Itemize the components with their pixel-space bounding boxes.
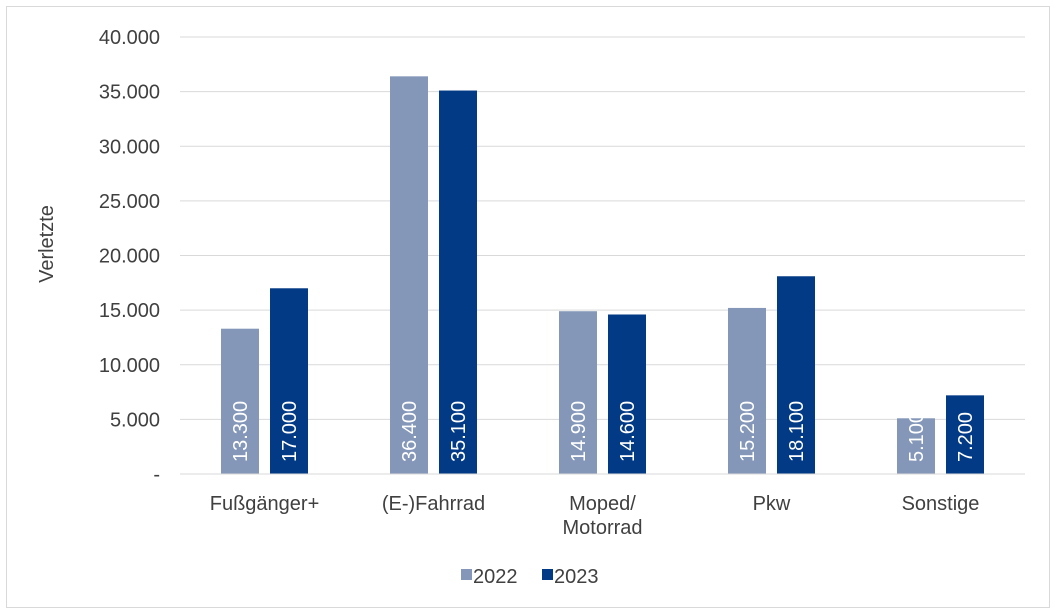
- bar-2022: [390, 76, 428, 474]
- y-tick-label: 35.000: [99, 82, 160, 104]
- x-axis: Fußgänger+ (E-)Fahrrad Moped/Motorrad Pkw So…: [180, 473, 1025, 539]
- x-tick-label: Sonstige: [902, 493, 980, 515]
- x-tick-label: Moped/: [569, 493, 636, 515]
- x-tick-label: Fußgänger+: [210, 493, 320, 515]
- bar-chart: - 5.000 10.000 15.000 20.000 25.000 30.000 35.0…: [36, 27, 1025, 588]
- legend-label: 2023: [554, 566, 599, 588]
- legend: 2022 2023: [461, 566, 599, 588]
- data-label: 7.200: [955, 412, 977, 462]
- bar-2022: [221, 328, 259, 474]
- bar-2022: [559, 311, 597, 474]
- y-tick-label: -: [153, 464, 160, 486]
- data-label: 35.100: [448, 401, 470, 462]
- x-tick-label: (E-)Fahrrad: [382, 493, 485, 515]
- data-label: 15.200: [737, 401, 759, 462]
- y-axis: - 5.000 10.000 15.000 20.000 25.000 30.000 35.0…: [99, 27, 160, 486]
- y-tick-label: 15.000: [99, 300, 160, 322]
- data-label: 18.100: [786, 401, 808, 462]
- data-label: 5.100: [906, 412, 928, 462]
- legend-swatch: [542, 569, 553, 580]
- x-tick-label: Pkw: [753, 493, 791, 515]
- legend-label: 2022: [473, 566, 518, 588]
- x-tick-label: Motorrad: [562, 517, 642, 539]
- bar-2023: [608, 314, 646, 474]
- bar-2023: [270, 288, 308, 474]
- data-label: 14.900: [568, 401, 590, 462]
- bar-2022: [728, 307, 766, 474]
- bar-2023: [439, 90, 477, 474]
- y-tick-label: 30.000: [99, 136, 160, 158]
- data-label: 14.600: [617, 401, 639, 462]
- legend-swatch: [461, 569, 472, 580]
- y-axis-label: Verletzte: [36, 205, 58, 283]
- bar-2022: [897, 418, 935, 474]
- y-tick-label: 25.000: [99, 191, 160, 213]
- y-tick-label: 40.000: [99, 27, 160, 49]
- y-tick-label: 5.000: [110, 409, 160, 431]
- bar-2023: [777, 276, 815, 474]
- data-label: 13.300: [230, 401, 252, 462]
- bar-2023: [946, 395, 984, 474]
- bars: 13.300 17.000 36.400 35.100 14.900 14.600 15.2…: [221, 76, 984, 474]
- data-label: 17.000: [279, 401, 301, 462]
- data-label: 36.400: [399, 401, 421, 462]
- y-tick-label: 20.000: [99, 246, 160, 268]
- chart-frame: - 5.000 10.000 15.000 20.000 25.000 30.000 35.0…: [6, 6, 1050, 608]
- gridlines: [180, 36, 1025, 420]
- y-tick-label: 10.000: [99, 355, 160, 377]
